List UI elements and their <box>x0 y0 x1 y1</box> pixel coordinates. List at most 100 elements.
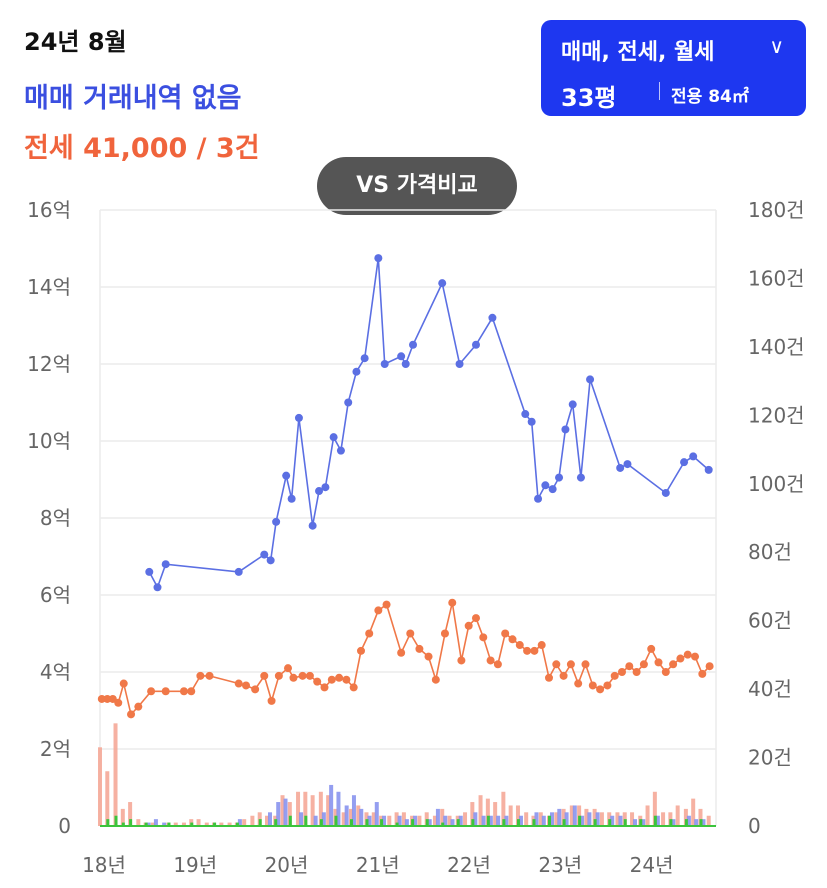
sale-volume-bar <box>481 815 486 826</box>
sale-price-point <box>704 465 713 474</box>
monthly-rent-volume-bar <box>653 815 657 826</box>
rent-volume-bar <box>661 812 666 826</box>
rent-price-point <box>552 660 561 669</box>
sale-volume-bar <box>557 808 562 826</box>
monthly-rent-volume-bar <box>639 819 643 826</box>
rent-volume-bar <box>607 812 612 826</box>
rent-price-point <box>251 685 260 694</box>
rent-volume-bar <box>515 805 520 826</box>
monthly-rent-volume-bar <box>167 822 171 826</box>
rent-price-point <box>289 673 298 682</box>
y-right-tick: 120건 <box>748 403 805 427</box>
sale-volume-bar <box>541 815 546 826</box>
rent-price-point <box>342 675 351 684</box>
chevron-down-icon: ∨ <box>769 34 784 58</box>
sale-price-point <box>234 567 243 576</box>
transaction-type-selector[interactable]: 매매, 전세, 월세 ∨ 33평 전용 84㎡ <box>541 20 806 116</box>
sale-volume-bar <box>580 815 585 826</box>
sale-volume-bar <box>268 812 273 826</box>
rent-volume-bar <box>645 805 650 826</box>
sale-price-point <box>360 354 369 363</box>
sale-volume-bar <box>427 819 432 826</box>
rent-price-point <box>639 660 648 669</box>
rent-price-point <box>415 644 424 653</box>
sale-price-point <box>153 583 162 592</box>
rent-volume-bar <box>417 815 422 826</box>
rent-price-point <box>397 648 406 657</box>
rent-volume-bar <box>173 822 178 826</box>
monthly-rent-volume-bar <box>471 819 475 826</box>
y-left-tick: 16억 <box>27 198 71 222</box>
rent-price-point <box>566 660 575 669</box>
sale-price-point <box>315 487 324 496</box>
rent-volume-bar <box>364 812 369 826</box>
sale-price-point <box>329 433 338 442</box>
sale-volume-bar <box>276 802 281 826</box>
monthly-rent-volume-bar <box>593 819 597 826</box>
rent-volume-bar <box>447 815 452 826</box>
sale-volume-bar <box>313 815 318 826</box>
y-right-tick: 20건 <box>748 746 792 770</box>
rent-volume-bar <box>401 812 406 826</box>
sale-price-point <box>555 473 564 482</box>
monthly-rent-volume-bar <box>213 822 217 826</box>
monthly-rent-volume-bar <box>380 819 384 826</box>
rent-price-point <box>196 671 205 680</box>
sale-price-point <box>374 254 383 263</box>
sale-price-point <box>260 550 269 559</box>
rent-volume-bar <box>493 802 498 826</box>
rent-price-point <box>274 671 283 680</box>
y-left-tick: 10억 <box>27 429 71 453</box>
y-right-tick: 180건 <box>748 198 805 222</box>
monthly-rent-volume-bar <box>144 822 148 826</box>
rent-price-point <box>523 646 532 655</box>
monthly-rent-volume-bar <box>274 819 278 826</box>
sale-volume-bar <box>329 784 334 826</box>
sale-price-point <box>287 494 296 503</box>
sale-volume-bar <box>618 815 623 826</box>
monthly-rent-volume-bar <box>349 819 353 826</box>
rent-volume-bar <box>615 812 620 826</box>
rent-volume-bar <box>196 819 201 826</box>
sale-volume-bar <box>153 819 158 826</box>
y-right-tick: 40건 <box>748 677 792 701</box>
rent-price-point <box>596 685 605 694</box>
rent-price-point <box>544 673 553 682</box>
sale-price-point <box>534 494 543 503</box>
sale-price-point <box>455 360 464 368</box>
sale-volume-bar <box>299 812 304 826</box>
sale-price-point <box>380 360 389 368</box>
sale-volume-bar <box>534 812 539 826</box>
rent-volume-bar <box>98 747 102 826</box>
rent-price-point <box>676 654 685 663</box>
rent-volume-bar <box>691 798 696 826</box>
x-tick: 19년 <box>173 853 217 877</box>
rent-volume-bar <box>120 808 125 826</box>
y-left-tick: 2억 <box>40 737 71 761</box>
rent-price-point <box>691 652 700 661</box>
rent-volume-bar <box>296 791 301 826</box>
x-tick: 20년 <box>265 853 309 877</box>
monthly-rent-volume-bar <box>258 819 262 826</box>
y-left-tick: 8억 <box>40 506 71 530</box>
sale-price-point <box>541 481 550 490</box>
monthly-rent-volume-bar <box>395 822 399 826</box>
rent-price-point <box>530 646 539 655</box>
sale-price-point <box>266 556 275 565</box>
rent-volume-bar <box>257 812 262 826</box>
sale-price-point <box>616 463 625 472</box>
rent-price-point <box>424 652 433 661</box>
rent-price-point <box>365 629 374 638</box>
rent-volume-bar <box>569 805 574 826</box>
x-tick: 18년 <box>82 853 126 877</box>
y-left-tick: 14억 <box>27 275 71 299</box>
sale-price-point <box>272 517 281 526</box>
y-right-tick: 0 <box>748 814 761 838</box>
compare-price-button[interactable]: VS 가격비교 <box>317 157 517 215</box>
rent-volume-bar <box>204 822 209 826</box>
rent-volume-bar <box>485 798 490 826</box>
sale-price-point <box>488 313 497 322</box>
rent-volume-bar <box>706 815 711 826</box>
rent-price-point <box>440 629 449 638</box>
sale-volume-bar <box>344 805 349 826</box>
